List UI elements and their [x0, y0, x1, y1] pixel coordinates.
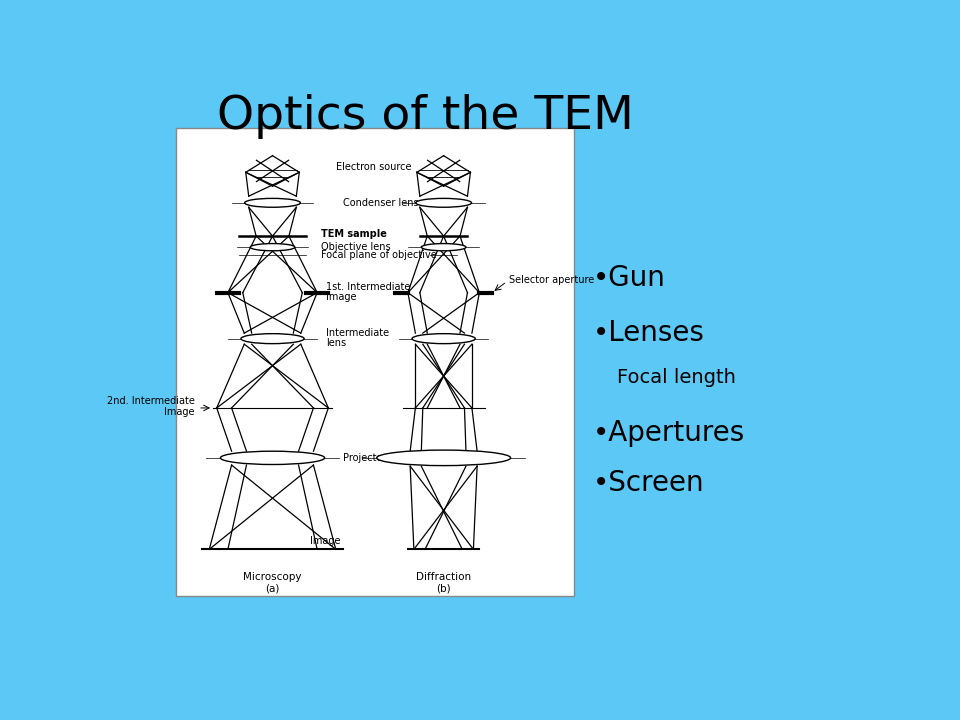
Text: •Gun: •Gun — [592, 264, 665, 292]
Text: (b): (b) — [437, 583, 451, 593]
Text: Image: Image — [326, 292, 356, 302]
Text: Image: Image — [164, 407, 194, 417]
Text: TEM sample: TEM sample — [321, 229, 387, 239]
Text: Focal length: Focal length — [592, 368, 736, 387]
Text: Optics of the TEM: Optics of the TEM — [217, 94, 634, 140]
Text: •Lenses: •Lenses — [592, 319, 705, 347]
Ellipse shape — [416, 199, 471, 207]
Text: Selector aperture: Selector aperture — [509, 276, 594, 285]
Ellipse shape — [241, 333, 304, 343]
Text: Microscopy: Microscopy — [243, 572, 301, 582]
Text: Image: Image — [310, 536, 340, 546]
Ellipse shape — [245, 199, 300, 207]
Ellipse shape — [221, 451, 324, 464]
Text: Electron source: Electron source — [336, 162, 411, 172]
Ellipse shape — [412, 333, 475, 343]
Text: Condenser lens: Condenser lens — [344, 198, 419, 208]
Ellipse shape — [251, 243, 295, 251]
Text: lens: lens — [326, 338, 347, 348]
Text: Objective lens: Objective lens — [321, 242, 391, 252]
Ellipse shape — [376, 450, 511, 466]
Bar — [176, 128, 574, 596]
Ellipse shape — [421, 243, 466, 251]
Text: Intermediate: Intermediate — [326, 328, 389, 338]
Text: •Apertures: •Apertures — [592, 419, 745, 447]
Text: Projector lens: Projector lens — [344, 453, 410, 463]
Text: Focal plane of objective: Focal plane of objective — [321, 251, 437, 261]
Text: (a): (a) — [265, 583, 279, 593]
Text: 2nd. Intermediate: 2nd. Intermediate — [107, 396, 194, 406]
Text: Diffraction: Diffraction — [416, 572, 471, 582]
Text: 1st. Intermediate: 1st. Intermediate — [326, 282, 411, 292]
Text: •Screen: •Screen — [592, 469, 704, 497]
